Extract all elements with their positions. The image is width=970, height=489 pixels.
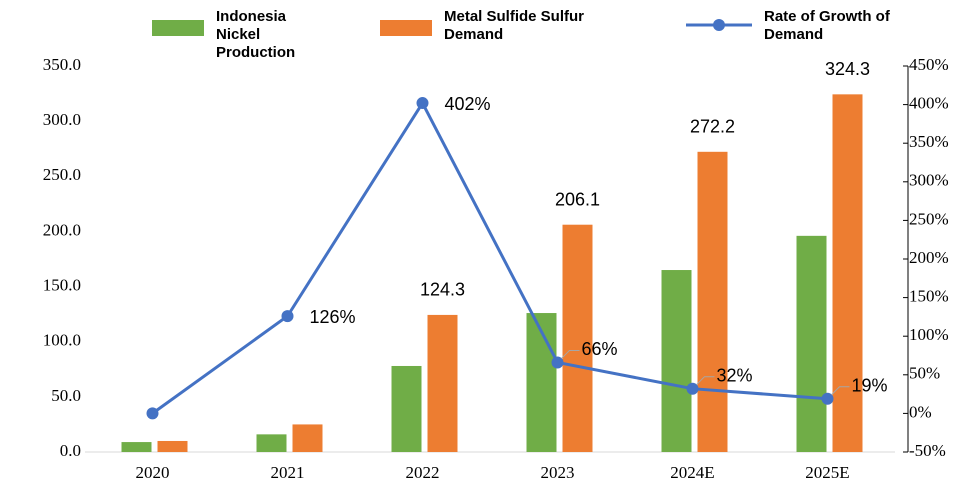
- bar: [796, 235, 827, 452]
- y2-tick-label: 300%: [909, 171, 949, 190]
- legend-label: Rate of Growth of Demand: [764, 8, 890, 43]
- bar: [697, 151, 728, 452]
- bar: [832, 94, 863, 452]
- line-point: [551, 356, 564, 369]
- line-point: [416, 97, 429, 110]
- leader-line: [831, 386, 850, 396]
- legend-label: Metal Sulfide Sulfur Demand: [444, 8, 585, 43]
- leader-line: [696, 376, 715, 386]
- bar: [157, 440, 188, 452]
- line-point: [281, 310, 294, 323]
- data-label: 126%: [310, 307, 356, 327]
- legend-label: Indonesia Nickel Production: [216, 8, 296, 61]
- y2-tick-label: -50%: [909, 441, 946, 460]
- bar: [292, 424, 323, 452]
- y-tick-label: 200.0: [43, 220, 81, 239]
- data-label: 19%: [852, 375, 888, 395]
- bar: [256, 434, 287, 452]
- y2-tick-label: 0%: [909, 402, 932, 421]
- leader-line: [561, 349, 580, 359]
- y2-tick-label: 100%: [909, 325, 949, 344]
- y-tick-label: 100.0: [43, 331, 81, 350]
- legend-swatch: [686, 19, 752, 31]
- x-tick-label: 2022: [406, 463, 440, 482]
- data-label: 324.3: [825, 59, 870, 79]
- y-tick-label: 250.0: [43, 165, 81, 184]
- y2-tick-label: 350%: [909, 132, 949, 151]
- x-tick-label: 2025E: [805, 463, 849, 482]
- y2-tick-label: 50%: [909, 364, 940, 383]
- line-point: [146, 407, 159, 420]
- y-tick-label: 0.0: [60, 441, 81, 460]
- bar: [661, 270, 692, 452]
- x-tick-label: 2021: [271, 463, 305, 482]
- bar: [427, 314, 458, 452]
- line-point: [686, 382, 699, 395]
- data-label: 124.3: [420, 280, 465, 300]
- line-point: [821, 392, 834, 405]
- data-label: 402%: [445, 94, 491, 114]
- legend-item: Metal Sulfide Sulfur Demand: [380, 8, 604, 44]
- y-tick-label: 150.0: [43, 275, 81, 294]
- legend-swatch: [380, 20, 432, 36]
- x-tick-label: 2024E: [670, 463, 714, 482]
- data-label: 32%: [717, 365, 753, 385]
- data-label: 272.2: [690, 117, 735, 137]
- y2-tick-label: 150%: [909, 287, 949, 306]
- legend-item: Indonesia Nickel Production: [152, 8, 326, 62]
- legend-item: Rate of Growth of Demand: [686, 8, 934, 44]
- data-label: 206.1: [555, 189, 600, 209]
- y2-tick-label: 250%: [909, 209, 949, 228]
- legend-swatch: [152, 20, 204, 36]
- y-tick-label: 350.0: [43, 55, 81, 74]
- bar: [526, 313, 557, 452]
- x-tick-label: 2020: [136, 463, 170, 482]
- data-label: 66%: [582, 339, 618, 359]
- bar: [562, 224, 593, 452]
- y2-tick-label: 450%: [909, 55, 949, 74]
- x-tick-label: 2023: [541, 463, 575, 482]
- y2-tick-label: 200%: [909, 248, 949, 267]
- y-tick-label: 300.0: [43, 110, 81, 129]
- y-tick-label: 50.0: [51, 386, 81, 405]
- bar: [391, 365, 422, 452]
- bar: [121, 442, 152, 452]
- line: [151, 100, 828, 415]
- y2-tick-label: 400%: [909, 94, 949, 113]
